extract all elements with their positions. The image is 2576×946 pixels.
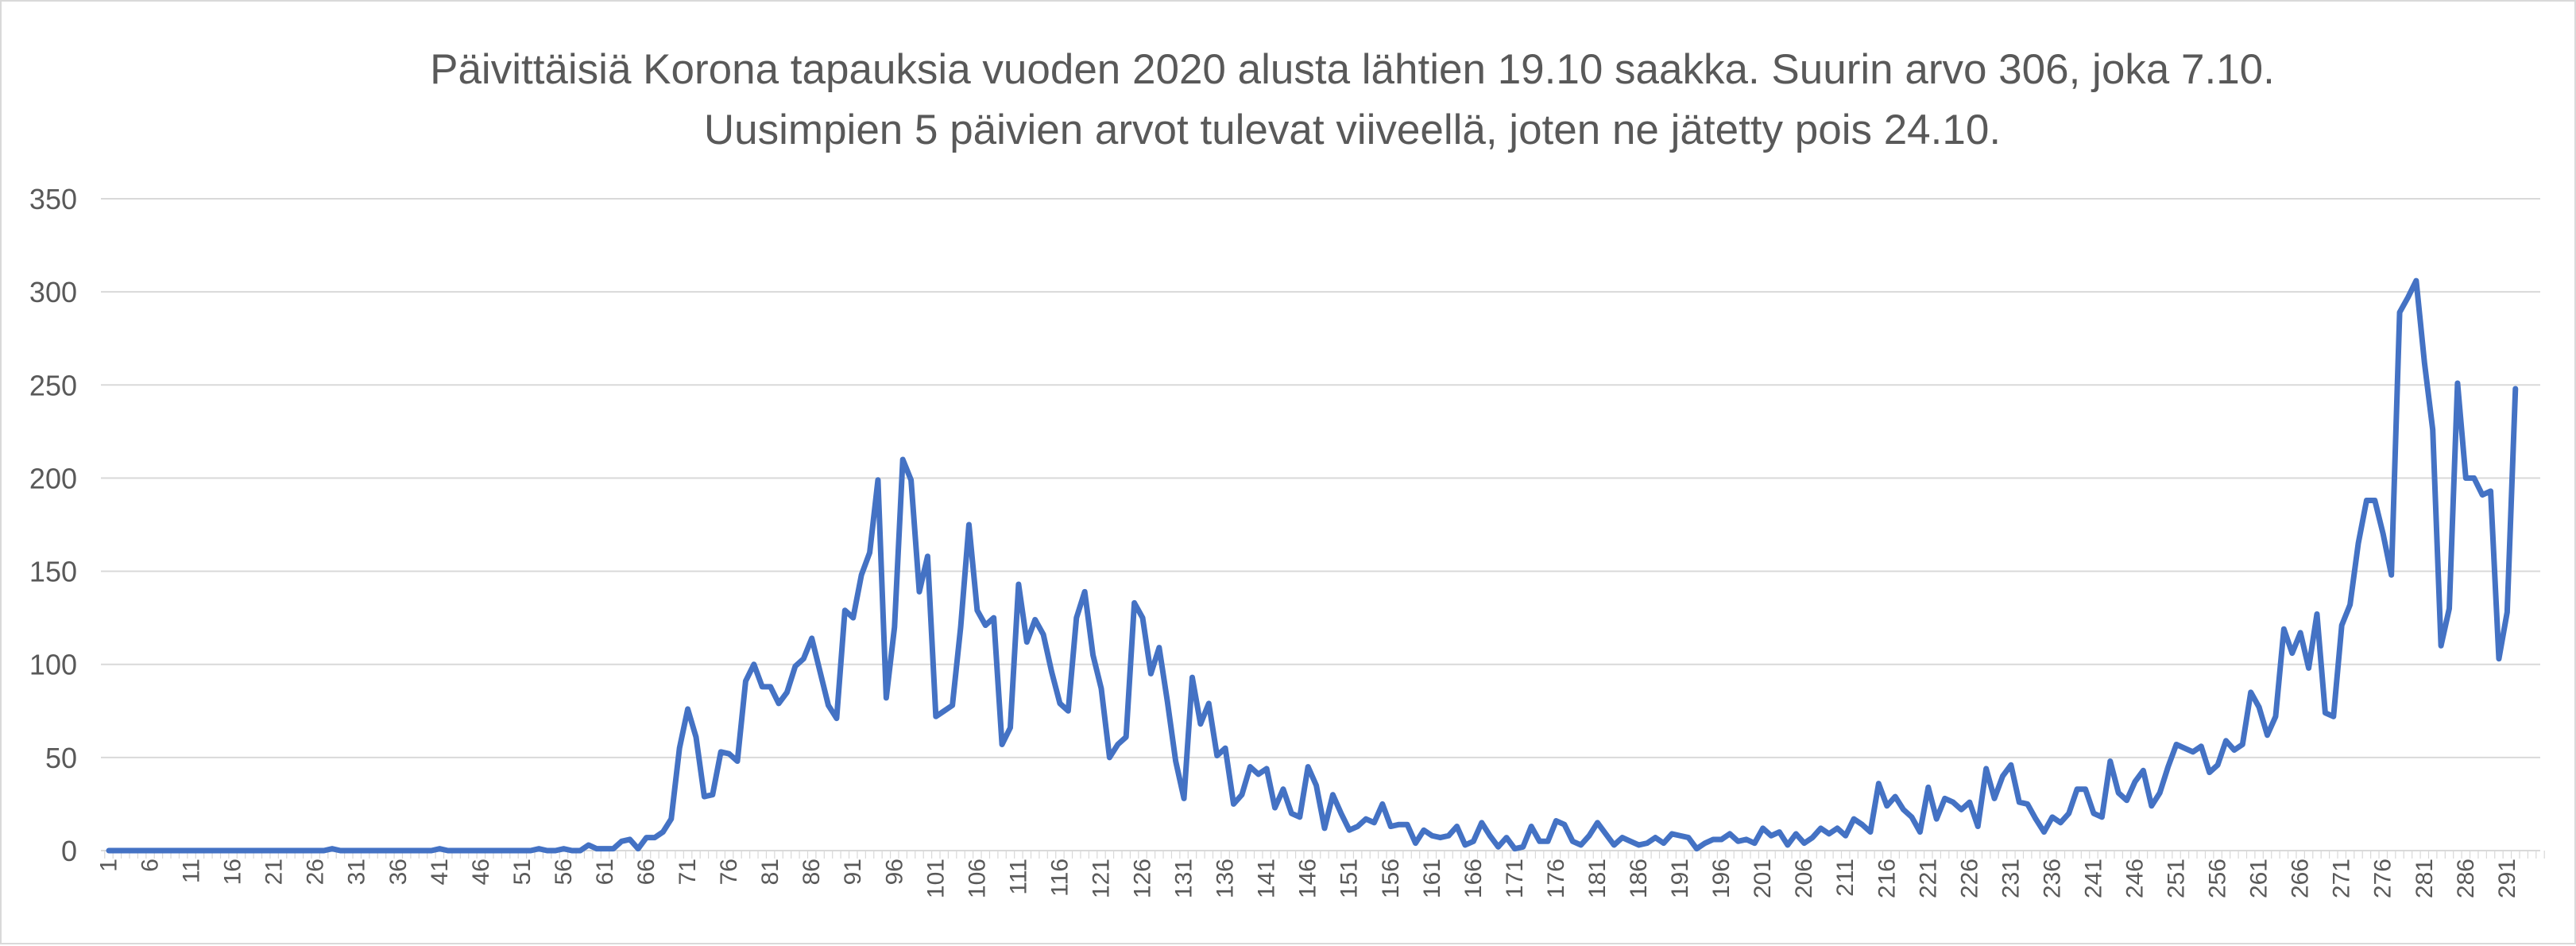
x-tick-label: 106 bbox=[964, 859, 990, 898]
series-line-0 bbox=[106, 277, 2519, 854]
x-tick-label: 166 bbox=[1460, 859, 1487, 898]
x-tick-label: 121 bbox=[1088, 859, 1114, 898]
chart-title-line-2: Uusimpien 5 päivien arvot tulevat viivee… bbox=[703, 107, 2002, 153]
x-axis-tick-labels: 1 6 11 16 21 26 31 36 41 46 51 56 61 66 71 76 81 86 91 96 10… bbox=[96, 859, 2520, 898]
x-tick-label: 71 bbox=[675, 859, 701, 885]
x-tick-label: 196 bbox=[1708, 859, 1735, 898]
y-tick-label: 50 bbox=[45, 742, 77, 774]
x-tick-label: 16 bbox=[220, 859, 246, 885]
x-tick-label: 61 bbox=[592, 859, 618, 885]
x-tick-label: 206 bbox=[1791, 859, 1817, 898]
x-tick-label: 76 bbox=[716, 859, 742, 885]
x-tick-label: 111 bbox=[1005, 859, 1031, 895]
series-layer bbox=[106, 277, 2519, 854]
x-tick-label: 96 bbox=[881, 859, 907, 885]
x-tick-label: 51 bbox=[509, 859, 536, 885]
x-tick-label: 226 bbox=[1956, 859, 1982, 898]
x-tick-label: 101 bbox=[922, 859, 949, 898]
x-tick-label: 266 bbox=[2288, 859, 2314, 898]
x-tick-label: 276 bbox=[2370, 859, 2396, 898]
x-tick-label: 251 bbox=[2164, 859, 2190, 898]
x-tick-label: 236 bbox=[2039, 859, 2065, 898]
y-axis-tick-labels: 0 50 100 150 200 250 300 350 bbox=[29, 183, 77, 867]
x-tick-label: 171 bbox=[1502, 859, 1528, 898]
x-tick-label: 1 bbox=[96, 859, 122, 872]
x-tick-label: 186 bbox=[1626, 859, 1652, 898]
x-tick-label: 86 bbox=[799, 859, 825, 885]
x-tick-label: 291 bbox=[2494, 859, 2520, 898]
x-tick-label: 81 bbox=[757, 859, 783, 885]
x-tick-label: 31 bbox=[344, 859, 370, 885]
x-tick-label: 221 bbox=[1915, 859, 1941, 898]
x-tick-label: 216 bbox=[1874, 859, 1900, 898]
x-tick-label: 41 bbox=[427, 859, 453, 885]
y-tick-label: 250 bbox=[29, 369, 77, 401]
x-tick-label: 136 bbox=[1213, 859, 1239, 898]
x-tick-label: 161 bbox=[1419, 859, 1445, 898]
y-tick-label: 300 bbox=[29, 276, 77, 308]
x-tick-label: 256 bbox=[2205, 859, 2231, 898]
x-tick-label: 131 bbox=[1171, 859, 1197, 898]
x-tick-label: 271 bbox=[2329, 859, 2355, 898]
x-tick-label: 36 bbox=[385, 859, 412, 885]
gridlines bbox=[101, 198, 2545, 859]
x-tick-label: 261 bbox=[2246, 859, 2272, 898]
y-tick-label: 100 bbox=[29, 649, 77, 681]
x-tick-label: 201 bbox=[1750, 859, 1776, 898]
y-tick-label: 200 bbox=[29, 462, 77, 494]
x-tick-label: 21 bbox=[261, 859, 288, 885]
x-tick-label: 66 bbox=[633, 859, 659, 885]
x-tick-label: 56 bbox=[551, 859, 577, 885]
x-tick-label: 151 bbox=[1336, 859, 1363, 898]
x-tick-label: 281 bbox=[2412, 859, 2438, 898]
x-tick-label: 211 bbox=[1832, 859, 1859, 897]
chart-title: Päivittäisiä Korona tapauksia vuoden 202… bbox=[240, 40, 2465, 161]
x-tick-label: 116 bbox=[1046, 859, 1073, 897]
x-tick-label: 91 bbox=[840, 859, 866, 885]
y-tick-label: 150 bbox=[29, 556, 77, 588]
x-tick-label: 176 bbox=[1543, 859, 1569, 898]
x-tick-label: 6 bbox=[137, 859, 164, 872]
x-tick-label: 191 bbox=[1667, 859, 1693, 898]
x-tick-label: 231 bbox=[1998, 859, 2024, 898]
x-tick-label: 141 bbox=[1254, 859, 1280, 898]
x-tick-label: 286 bbox=[2453, 859, 2479, 898]
x-tick-label: 241 bbox=[2080, 859, 2106, 898]
chart-title-line-1: Päivittäisiä Korona tapauksia vuoden 202… bbox=[430, 46, 2275, 93]
x-tick-label: 181 bbox=[1584, 859, 1611, 898]
x-tick-label: 46 bbox=[468, 859, 494, 885]
y-tick-label: 350 bbox=[29, 183, 77, 215]
x-tick-label: 246 bbox=[2122, 859, 2149, 898]
x-tick-label: 146 bbox=[1295, 859, 1321, 898]
x-tick-label: 26 bbox=[303, 859, 329, 885]
x-tick-label: 11 bbox=[179, 859, 205, 883]
x-tick-label: 126 bbox=[1130, 859, 1156, 898]
y-tick-label: 0 bbox=[61, 835, 77, 867]
x-tick-label: 156 bbox=[1378, 859, 1404, 898]
